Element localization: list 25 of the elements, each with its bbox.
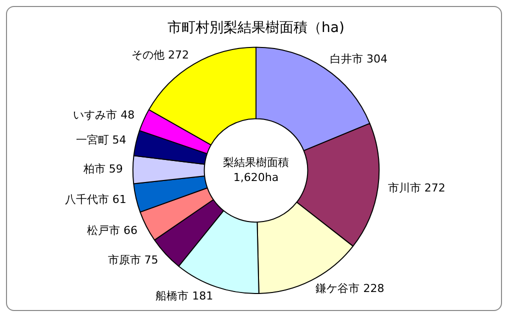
data-label: 61 (112, 193, 126, 206)
slice-label: 鎌ケ谷市 (316, 282, 360, 296)
slice-label: 松戸市 (87, 224, 120, 237)
data-label: 48 (120, 108, 135, 122)
slice-label: 市川市 (388, 181, 421, 194)
data-label: 272 (424, 181, 446, 194)
data-label: 59 (108, 162, 123, 176)
data-label: 181 (192, 289, 214, 302)
data-label: 272 (168, 48, 190, 62)
text: 梨結果樹面積 (223, 156, 289, 169)
data-label: 228 (363, 282, 384, 296)
slice-label: 白井市 (330, 52, 363, 66)
data-label: 66 (124, 224, 138, 237)
slice-label: いすみ市 (73, 108, 118, 122)
data-label: 75 (144, 254, 158, 267)
slice-label: 八千代市 (64, 193, 109, 206)
slice-label: 船橋市 (156, 289, 189, 302)
slice-label: その他 (132, 48, 165, 62)
slice-label: 市原市 (108, 254, 141, 267)
text: 1,620ha (233, 170, 279, 184)
slice-label: 柏市 (82, 162, 106, 176)
slice-label: 一宮町 (76, 134, 109, 147)
data-label: 304 (366, 52, 388, 66)
data-label: 54 (112, 134, 126, 147)
chart-title: 市町村別梨結果樹面積（ha) (168, 20, 344, 36)
